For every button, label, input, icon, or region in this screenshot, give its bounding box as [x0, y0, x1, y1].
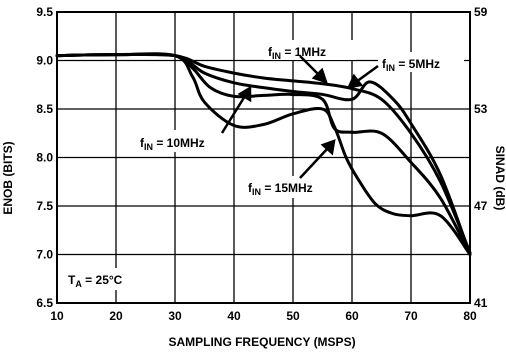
arrow-15mhz: [299, 147, 329, 179]
arrow-10mhz-head: [237, 85, 252, 103]
series-line-1: [55, 52, 472, 255]
x-tick-label: 50: [286, 309, 300, 323]
series-line-3: [55, 52, 472, 256]
ann-5-bg: [378, 52, 464, 72]
y-tick-label: 8.0: [36, 151, 53, 165]
annotation-fin-10mhz: fIN = 10MHz: [140, 136, 205, 152]
ann-10-bg: [136, 130, 228, 152]
ann-temp-bg: [64, 268, 140, 290]
x-tick-label: 40: [227, 309, 241, 323]
tick-labels: 10 20 30 40 50 60 70 80 6.5 7.0 7.5 8.0 8.5 9.0 9.5 41 4…: [36, 5, 487, 323]
x-axis-title: SAMPLING FREQUENCY (MSPS): [168, 335, 355, 349]
x-tick-label: 30: [168, 309, 182, 323]
x-tick-label: 10: [50, 309, 64, 323]
y-tick-label: 6.5: [36, 296, 53, 310]
arrow-5mhz-head: [346, 73, 364, 89]
arrow-15mhz-head: [320, 139, 336, 156]
y2-tick-label: 41: [474, 296, 488, 310]
y2-axis-title: SINAD (dB): [493, 146, 506, 211]
x-tick-label: 70: [404, 309, 418, 323]
y-tick-label: 8.5: [36, 102, 53, 116]
ann-15-bg: [244, 176, 336, 198]
arrow-1mhz-head: [311, 67, 328, 84]
series-lines: [55, 52, 472, 256]
y-axis-title: ENOB (BITS): [1, 141, 15, 214]
y-tick-label: 9.0: [36, 54, 53, 68]
series-line-2: [55, 52, 472, 256]
y-tick-label: 7.0: [36, 248, 53, 262]
x-tick-label: 20: [109, 309, 123, 323]
annotation-fin-5mhz: fIN = 5MHz: [382, 57, 440, 73]
x-tick-label: 60: [345, 309, 359, 323]
leader-arrows: [220, 55, 379, 179]
plot-frame: [56, 11, 471, 304]
arrow-1mhz: [299, 55, 321, 77]
series-line-4: [55, 52, 472, 256]
y-tick-label: 7.5: [36, 199, 53, 213]
y2-tick-label: 59: [474, 5, 488, 19]
y-tick-label: 9.5: [36, 5, 53, 19]
annotation-temperature: TA = 25°C: [68, 273, 123, 289]
y2-tick-label: 47: [474, 199, 488, 213]
y2-tick-label: 53: [474, 102, 488, 116]
annotation-fin-15mhz: fIN = 15MHz: [248, 181, 313, 197]
annotation-fin-1mhz: fIN = 1MHz: [268, 45, 326, 61]
arrow-10mhz: [220, 95, 247, 134]
arrow-5mhz: [355, 64, 379, 84]
ann-1-bg: [264, 40, 356, 60]
x-tick-label: 80: [463, 309, 477, 323]
